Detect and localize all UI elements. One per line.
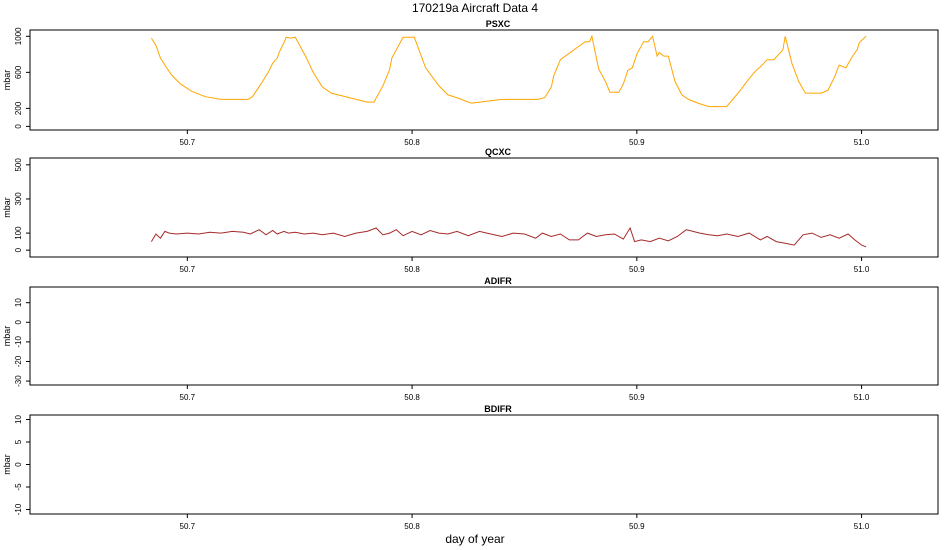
x-tick-label: 50.7 [180,393,196,402]
plot-frame [29,286,939,386]
x-tick-label: 51.0 [854,138,870,147]
plot-frame [29,157,939,258]
panel-title: PSXC [486,19,511,29]
y-tick-label: 100 [14,226,23,240]
x-tick-label: 51.0 [854,393,870,402]
y-tick-label: 0 [14,320,23,325]
x-tick-label: 50.8 [404,522,420,531]
x-tick-label: 50.9 [629,522,645,531]
figure-title: 170219a Aircraft Data 4 [412,1,538,15]
x-tick-label: 50.7 [180,265,196,274]
y-tick-label: 0 [14,247,23,252]
y-tick-label: 5 [14,439,23,444]
plot-frame [29,29,939,131]
y-tick-label: 500 [14,158,23,172]
panel-title: QCXC [485,147,512,157]
y-tick-label: 200 [14,101,23,115]
x-tick-label: 50.8 [404,265,420,274]
panel-bdifr: BDIFR mbar 50.7 50.8 50.9 51.0 -10 -5 0 5 10 [2,404,939,531]
x-tick-label: 50.9 [629,393,645,402]
y-tick-label: 0 [14,462,23,467]
series-line [150,226,867,248]
x-tick-label: 50.8 [404,393,420,402]
x-axis-label: day of year [445,532,504,546]
y-tick-label: 10 [14,298,23,307]
panel-adifr: ADIFR mbar 50.7 50.8 50.9 51.0 -30 -20 -10 0 10 [2,276,939,402]
y-tick-label: 600 [14,65,23,79]
y-tick-label: 1000 [14,27,23,45]
y-tick-label: -30 [14,375,23,387]
x-tick-label: 50.7 [180,138,196,147]
series-line [150,34,867,108]
y-axis-label: mbar [2,70,12,91]
y-tick-label: 10 [14,415,23,424]
y-axis-label: mbar [2,454,12,475]
x-tick-label: 50.9 [629,265,645,274]
y-axis-label: mbar [2,197,12,218]
y-tick-label: -20 [14,355,23,367]
panel-title: ADIFR [484,276,512,286]
x-tick-label: 51.0 [854,522,870,531]
x-tick-label: 50.7 [180,522,196,531]
y-tick-label: 300 [14,192,23,206]
panel-psxc: PSXC mbar 50.7 50.8 50.9 51.0 0 200 600 1000 [2,19,939,147]
y-tick-label: -10 [14,336,23,348]
x-tick-label: 50.9 [629,138,645,147]
panel-qcxc: QCXC mbar 50.7 50.8 50.9 51.0 0 100 300 500 [2,147,939,274]
y-tick-label: 0 [14,124,23,129]
y-tick-label: -10 [14,503,23,515]
panel-title: BDIFR [484,404,512,414]
y-tick-label: -5 [14,483,23,491]
y-axis-label: mbar [2,326,12,347]
x-tick-label: 50.8 [404,138,420,147]
plot-frame [29,414,939,515]
x-tick-label: 51.0 [854,265,870,274]
